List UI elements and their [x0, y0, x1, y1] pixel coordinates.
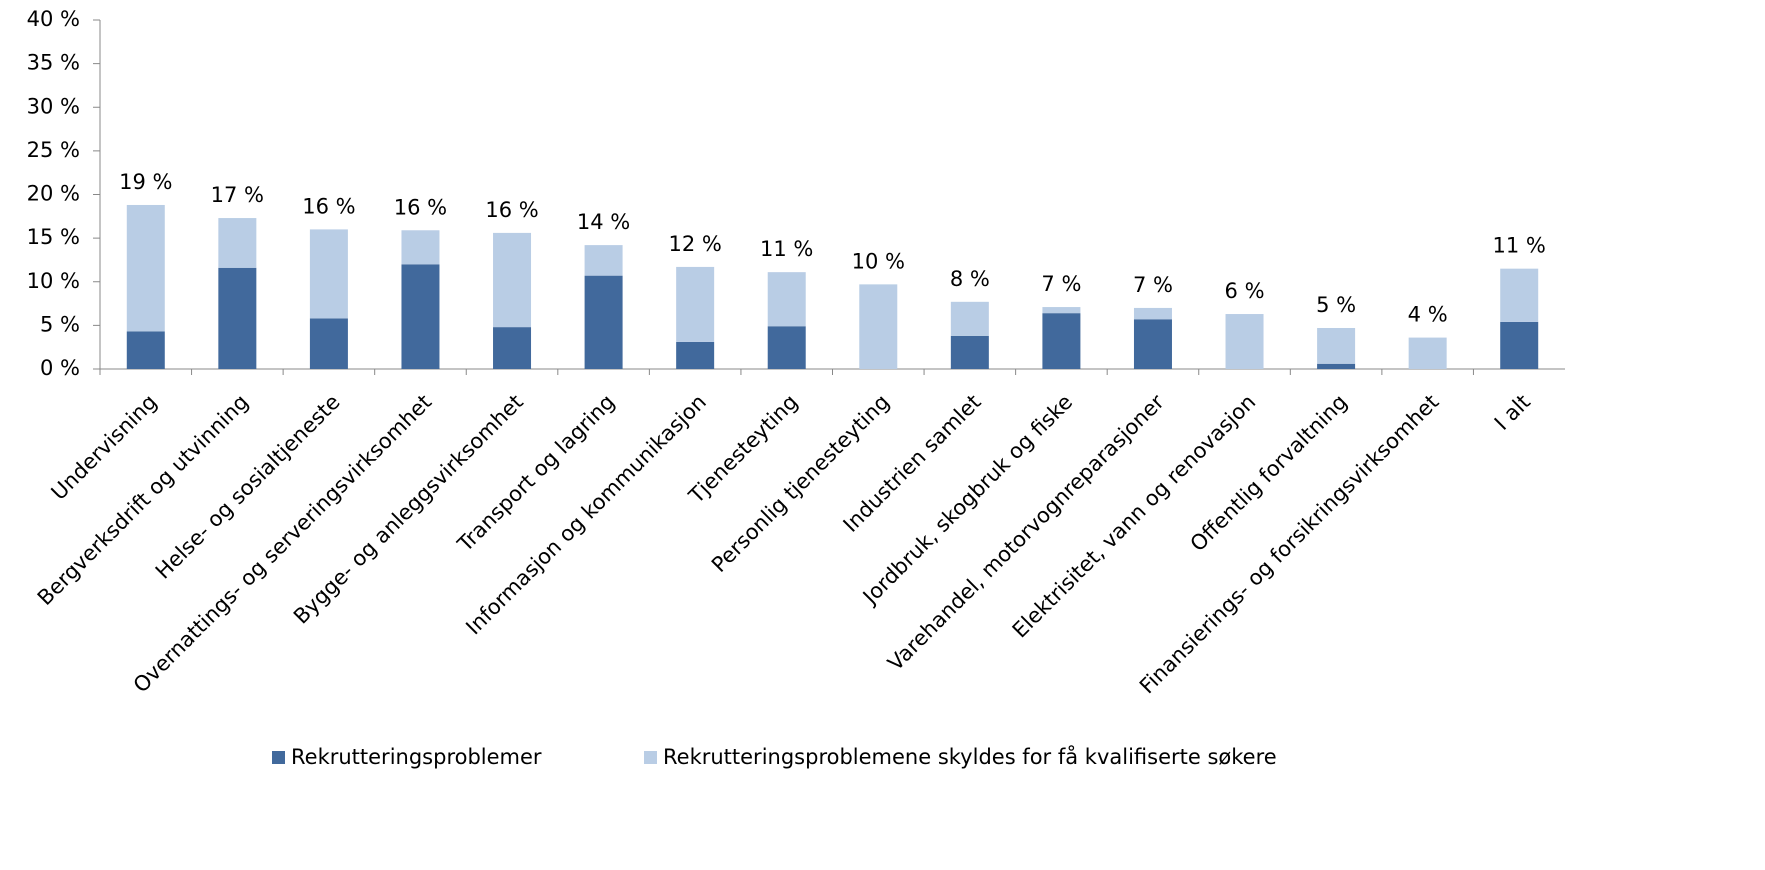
total-label: 10 % — [852, 249, 905, 273]
bar-segment — [218, 218, 257, 268]
bar-segment — [493, 232, 532, 328]
bar-segment — [1042, 313, 1081, 369]
total-label: 16 % — [302, 194, 355, 218]
bar-segment — [401, 230, 440, 265]
y-tick-label: 40 % — [27, 7, 80, 31]
y-tick-label: 10 % — [27, 269, 80, 293]
y-tick-label: 0 % — [40, 356, 80, 380]
bar-segment — [126, 331, 165, 369]
legend-swatch — [644, 751, 657, 764]
total-label: 11 % — [760, 237, 813, 261]
total-label: 4 % — [1408, 303, 1448, 327]
bar-segment — [1500, 321, 1539, 369]
bar-segment — [950, 301, 989, 336]
legend-label: Rekrutteringsproblemer — [291, 745, 542, 769]
total-label: 11 % — [1493, 234, 1546, 258]
x-tick-label: Offentlig forvaltning — [1186, 390, 1352, 556]
bar-segment — [401, 264, 440, 369]
total-label: 7 % — [1133, 273, 1173, 297]
legend-swatch — [272, 751, 285, 764]
y-tick-label: 5 % — [40, 312, 80, 336]
total-label: 7 % — [1041, 272, 1081, 296]
y-tick-label: 25 % — [27, 138, 80, 162]
bar-segment — [767, 326, 806, 369]
bar-segment — [493, 327, 532, 369]
bar-segment — [309, 318, 348, 369]
total-label: 6 % — [1225, 279, 1265, 303]
total-label: 17 % — [211, 183, 264, 207]
bar-segment — [1133, 307, 1172, 320]
bar-segment — [676, 266, 715, 342]
x-tick-label: Personlig tjenesteyting — [707, 390, 894, 577]
y-tick-label: 30 % — [27, 94, 80, 118]
bar-segment — [309, 229, 348, 319]
y-tick-label: 20 % — [27, 182, 80, 206]
bar-segment — [950, 335, 989, 369]
bar-segment — [1317, 327, 1356, 364]
total-label: 14 % — [577, 210, 630, 234]
bar-segment — [1133, 319, 1172, 369]
bar-segment — [859, 284, 898, 369]
x-tick-label: Helse- og sosialtjeneste — [151, 390, 345, 584]
bar-segment — [1408, 337, 1447, 369]
legend-label: Rekrutteringsproblemene skyldes for få k… — [663, 744, 1277, 769]
bar-segment — [126, 204, 165, 332]
bar-segment — [584, 245, 623, 276]
x-tick-label: Transport og lagring — [452, 390, 619, 557]
y-tick-label: 15 % — [27, 225, 80, 249]
total-label: 16 % — [485, 198, 538, 222]
total-label: 5 % — [1316, 293, 1356, 317]
bar-segment — [218, 267, 257, 369]
bar-segment — [1225, 314, 1264, 369]
total-label: 19 % — [119, 170, 172, 194]
bar-segment — [1042, 307, 1081, 314]
bar-segment — [676, 341, 715, 369]
total-label: 8 % — [950, 267, 990, 291]
bar-segment — [1317, 363, 1356, 369]
bar-segment — [584, 275, 623, 369]
y-tick-label: 35 % — [27, 51, 80, 75]
total-label: 16 % — [394, 195, 447, 219]
bar-segment — [1500, 268, 1539, 322]
total-label: 12 % — [668, 232, 721, 256]
x-tick-label: I alt — [1490, 390, 1535, 435]
bar-segment — [767, 272, 806, 327]
